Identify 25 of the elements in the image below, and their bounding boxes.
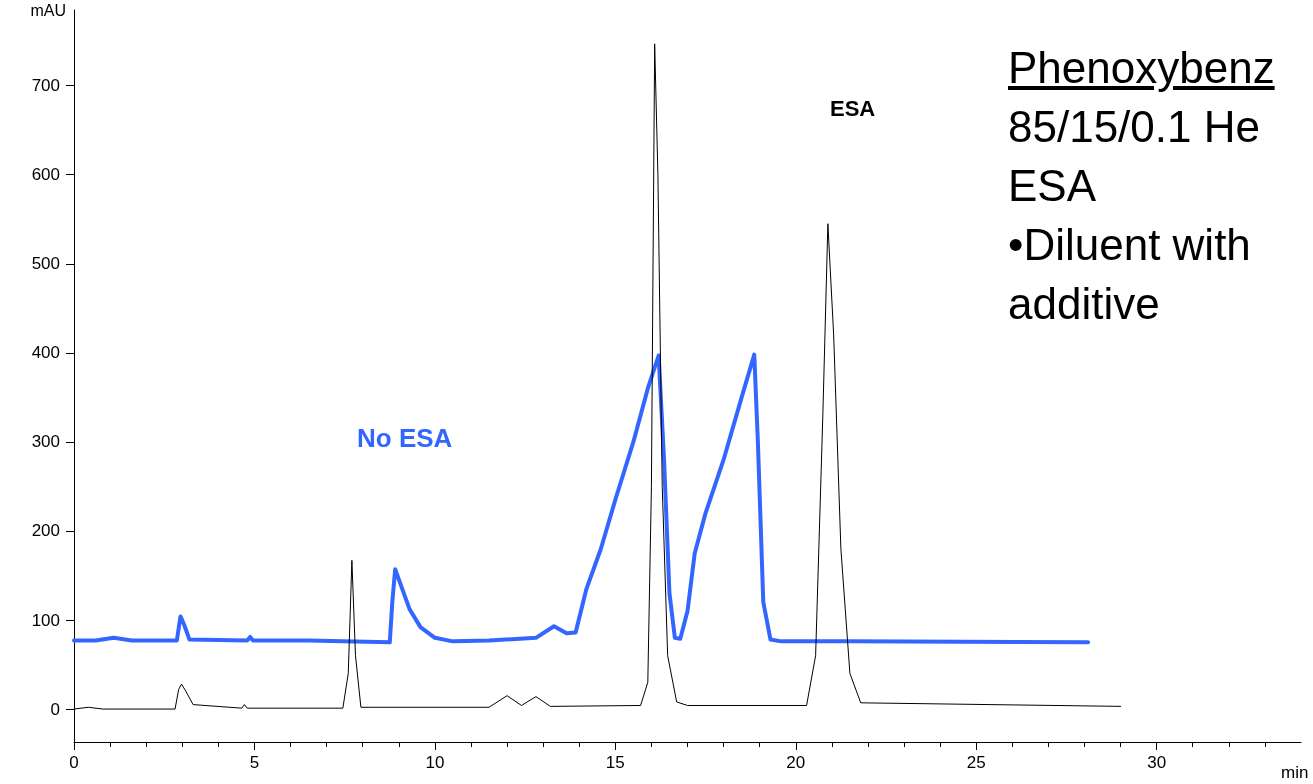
x-tick-label: 0 xyxy=(69,753,79,772)
y-tick-label: 200 xyxy=(31,521,60,541)
y-tick-label: 700 xyxy=(31,76,60,96)
text: No ESA xyxy=(357,423,453,453)
line-series xyxy=(72,352,1091,645)
annotation: ESA xyxy=(1008,160,1098,212)
y-tick-label: 500 xyxy=(31,254,60,274)
text: ESA xyxy=(830,95,876,121)
annotation: •Diluent with xyxy=(1008,219,1252,271)
x-tick-label: 5 xyxy=(249,753,260,772)
annotation: 85/15/0.1 He xyxy=(1008,101,1261,153)
x-tick-label: 20 xyxy=(786,753,806,772)
annotation: additive xyxy=(1008,278,1161,330)
x-axis-title: min xyxy=(1281,763,1309,782)
y-tick-label: 400 xyxy=(31,343,60,363)
y-axis-title: mAU xyxy=(30,1,66,19)
y-tick-label: 600 xyxy=(31,165,60,185)
x-tick-label: 25 xyxy=(966,753,986,772)
y-tick-label: 0 xyxy=(50,699,60,719)
annotation: Phenoxybenz xyxy=(1008,42,1275,94)
x-tick-label: 15 xyxy=(605,753,625,772)
y-tick-label: 300 xyxy=(31,432,60,452)
x-tick-label: 10 xyxy=(425,753,445,772)
y-tick-label: 100 xyxy=(31,610,60,630)
x-tick-label: 30 xyxy=(1147,753,1167,772)
